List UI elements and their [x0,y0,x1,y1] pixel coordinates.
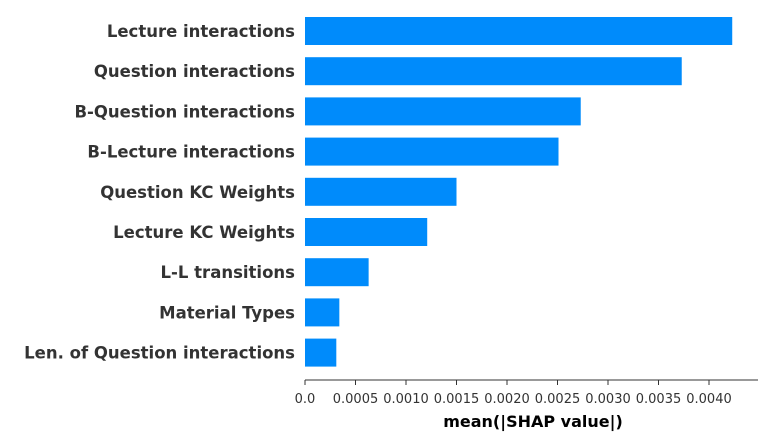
bar [305,218,428,246]
x-tick-label: 0.0015 [434,392,480,407]
x-tick-label: 0.0020 [484,392,530,407]
x-tick-label: 0.0035 [636,392,682,407]
bar [305,57,682,86]
category-label: L-L transitions [161,263,296,282]
x-tick-label: 0.0005 [333,392,379,407]
bar [305,97,581,126]
x-tick-label: 0.0040 [686,392,732,407]
bar [305,17,733,45]
bar [305,137,559,166]
bar [305,338,337,367]
category-label: Question interactions [94,62,295,81]
bar [305,298,340,327]
category-label: B-Lecture interactions [87,143,295,162]
x-tick-label: 0.0 [295,392,316,407]
category-labels: Lecture interactions Question interaction… [24,22,295,363]
x-tick-label: 0.0025 [535,392,581,407]
category-label: Len. of Question interactions [24,344,295,363]
category-label: B-Question interactions [74,102,295,121]
bar [305,258,369,287]
category-label: Lecture KC Weights [113,223,295,242]
x-tick-label: 0.0010 [383,392,429,407]
x-tick-label: 0.0030 [585,392,631,407]
category-label: Lecture interactions [107,22,295,41]
x-axis-title: mean(|SHAP value|) [443,412,623,432]
bars [305,17,733,367]
category-label: Material Types [159,303,295,322]
bar [305,177,457,206]
x-axis: 0.0 0.0005 0.0010 0.0015 0.0020 0.0025 0.0030 0… [295,379,758,407]
category-label: Question KC Weights [100,183,295,202]
